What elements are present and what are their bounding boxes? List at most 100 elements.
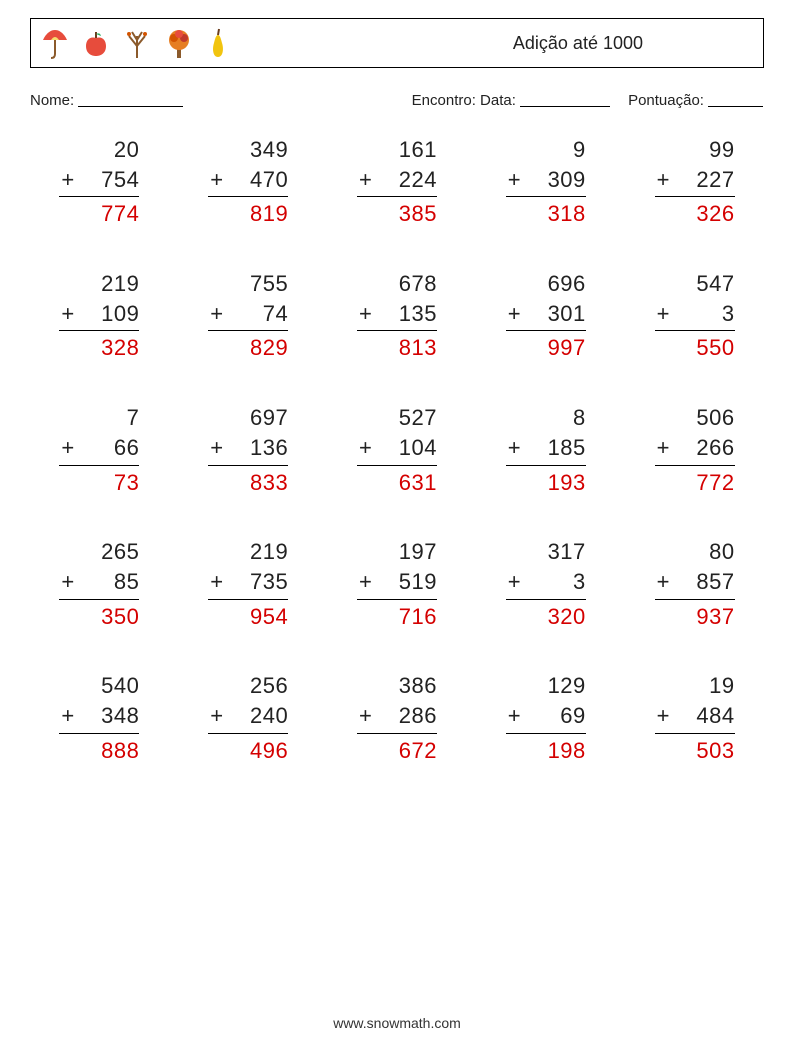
- answer: 496: [208, 734, 288, 766]
- addend-bottom: 857: [696, 567, 734, 597]
- score-blank[interactable]: [708, 92, 763, 107]
- operator: +: [208, 567, 223, 597]
- operator: +: [59, 165, 74, 195]
- answer: 550: [655, 331, 735, 363]
- pear-icon: [207, 27, 229, 59]
- date-blank[interactable]: [520, 92, 610, 107]
- addend-top: 19: [655, 671, 735, 701]
- addend-top: 80: [655, 537, 735, 567]
- addend-bottom: 185: [548, 433, 586, 463]
- addend-bottom-line: +309: [506, 165, 586, 198]
- addend-bottom-line: +185: [506, 433, 586, 466]
- addend-bottom: 240: [250, 701, 288, 731]
- problem: 317+ 3320: [506, 537, 586, 631]
- footer-url: www.snowmath.com: [0, 1015, 794, 1031]
- operator: +: [208, 299, 223, 329]
- addend-bottom-line: +240: [208, 701, 288, 734]
- addend-bottom-line: +470: [208, 165, 288, 198]
- problem: 19+484503: [655, 671, 735, 765]
- addend-bottom: 348: [101, 701, 139, 731]
- addend-bottom-line: +519: [357, 567, 437, 600]
- operator: +: [506, 567, 521, 597]
- operator: +: [59, 701, 74, 731]
- operator: +: [357, 433, 372, 463]
- answer: 631: [357, 466, 437, 498]
- addend-top: 506: [655, 403, 735, 433]
- score-label: Pontuação:: [628, 92, 704, 109]
- answer: 328: [59, 331, 139, 363]
- addend-bottom: 136: [250, 433, 288, 463]
- operator: +: [357, 567, 372, 597]
- date-label: Encontro: Data:: [412, 92, 516, 109]
- problem: 80+857937: [655, 537, 735, 631]
- worksheet-title: Adição até 1000: [513, 33, 753, 54]
- answer: 326: [655, 197, 735, 229]
- addend-bottom: 109: [101, 299, 139, 329]
- answer: 833: [208, 466, 288, 498]
- addend-top: 697: [208, 403, 288, 433]
- meta-row: Nome: Encontro: Data: Pontuação:: [30, 90, 764, 109]
- operator: +: [357, 165, 372, 195]
- addend-top: 219: [208, 537, 288, 567]
- operator: +: [59, 299, 74, 329]
- addend-top: 547: [655, 269, 735, 299]
- answer: 350: [59, 600, 139, 632]
- addend-bottom: 3: [548, 567, 586, 597]
- answer: 888: [59, 734, 139, 766]
- problem: 697+136833: [208, 403, 288, 497]
- addend-bottom-line: +135: [357, 299, 437, 332]
- problem: 99+227326: [655, 135, 735, 229]
- bare-tree-icon: [123, 26, 151, 60]
- answer: 772: [655, 466, 735, 498]
- operator: +: [506, 701, 521, 731]
- addend-bottom-line: +136: [208, 433, 288, 466]
- addend-bottom: 519: [399, 567, 437, 597]
- addend-top: 219: [59, 269, 139, 299]
- worksheet-header: Adição até 1000: [30, 18, 764, 68]
- addend-bottom-line: + 3: [506, 567, 586, 600]
- addend-bottom: 69: [548, 701, 586, 731]
- addend-bottom-line: +227: [655, 165, 735, 198]
- addend-bottom-line: +348: [59, 701, 139, 734]
- answer: 193: [506, 466, 586, 498]
- addend-top: 99: [655, 135, 735, 165]
- addend-bottom: 754: [101, 165, 139, 195]
- addend-bottom-line: +857: [655, 567, 735, 600]
- addend-bottom-line: +109: [59, 299, 139, 332]
- operator: +: [655, 701, 670, 731]
- addend-bottom-line: + 3: [655, 299, 735, 332]
- answer: 716: [357, 600, 437, 632]
- problem: 9+309318: [506, 135, 586, 229]
- answer: 819: [208, 197, 288, 229]
- operator: +: [655, 567, 670, 597]
- addend-bottom-line: +286: [357, 701, 437, 734]
- addend-bottom-line: + 66: [59, 433, 139, 466]
- addend-top: 696: [506, 269, 586, 299]
- umbrella-icon: [41, 26, 69, 60]
- operator: +: [357, 701, 372, 731]
- addend-bottom: 66: [101, 433, 139, 463]
- addend-top: 161: [357, 135, 437, 165]
- name-blank[interactable]: [78, 92, 183, 107]
- answer: 997: [506, 331, 586, 363]
- problem: 506+266772: [655, 403, 735, 497]
- problem: 161+224385: [357, 135, 437, 229]
- answer: 318: [506, 197, 586, 229]
- addend-bottom-line: + 69: [506, 701, 586, 734]
- operator: +: [357, 299, 372, 329]
- operator: +: [59, 433, 74, 463]
- addend-bottom-line: +104: [357, 433, 437, 466]
- addend-top: 265: [59, 537, 139, 567]
- answer: 813: [357, 331, 437, 363]
- addend-bottom: 74: [250, 299, 288, 329]
- answer: 503: [655, 734, 735, 766]
- addend-top: 317: [506, 537, 586, 567]
- problem: 129+ 69198: [506, 671, 586, 765]
- addend-top: 755: [208, 269, 288, 299]
- addend-bottom: 224: [399, 165, 437, 195]
- operator: +: [208, 701, 223, 731]
- addend-bottom-line: +735: [208, 567, 288, 600]
- operator: +: [506, 433, 521, 463]
- answer: 385: [357, 197, 437, 229]
- operator: +: [506, 165, 521, 195]
